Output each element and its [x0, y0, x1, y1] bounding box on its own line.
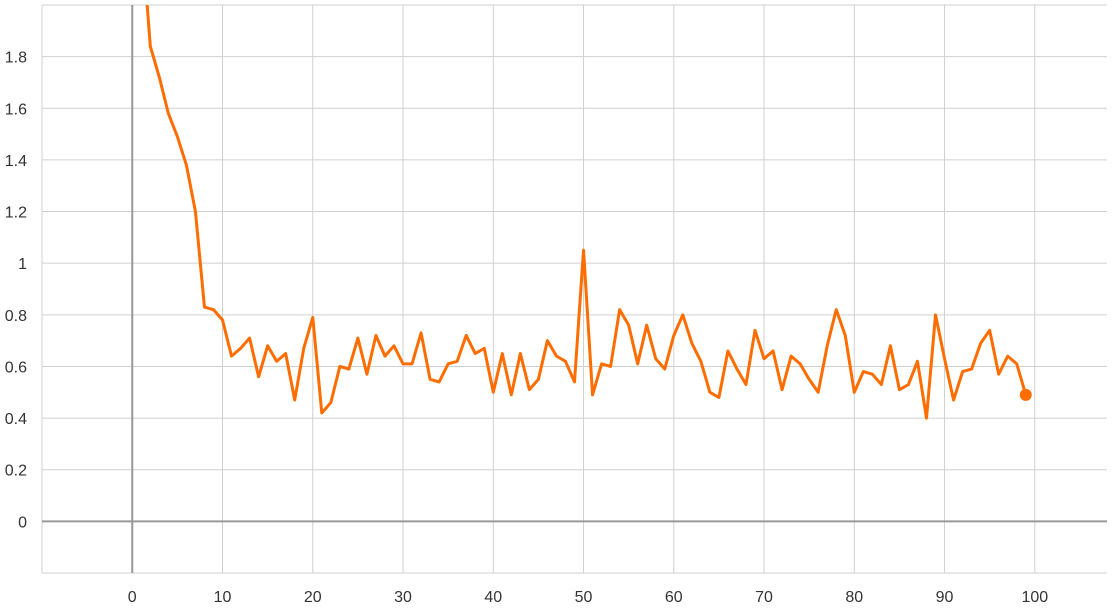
- y-tick-label: 1.2: [5, 205, 27, 222]
- x-tick-label: 30: [394, 589, 412, 606]
- y-tick-label: 0.8: [5, 308, 27, 325]
- x-tick-label: 60: [665, 589, 683, 606]
- y-tick-label: 1.6: [5, 101, 27, 118]
- x-tick-label: 10: [214, 589, 232, 606]
- y-tick-label: 1.8: [5, 50, 27, 67]
- y-tick-label: 0.6: [5, 359, 27, 376]
- series-line: [145, 5, 1028, 420]
- x-tick-label: 70: [755, 589, 773, 606]
- x-tick-label: 0: [128, 589, 137, 606]
- series-layer: [145, 5, 1032, 420]
- axes: [42, 5, 1107, 573]
- y-tick-label: 0.2: [5, 463, 27, 480]
- x-tick-label: 20: [304, 589, 322, 606]
- x-tick-label: 90: [936, 589, 954, 606]
- y-tick-label: 0: [18, 514, 27, 531]
- series-last-point: [1019, 388, 1032, 401]
- y-tick-label: 0.4: [5, 411, 27, 428]
- y-tick-label: 1.4: [5, 153, 27, 170]
- tick-labels: 0 10 20 30 40 50 60 70 80 90 100 0 0.2 0.4 0.6 0.8 1 1.2 1…: [5, 50, 1048, 606]
- x-tick-label: 40: [484, 589, 502, 606]
- x-tick-label: 80: [845, 589, 863, 606]
- x-tick-label: 50: [575, 589, 593, 606]
- x-tick-label: 100: [1021, 589, 1048, 606]
- y-tick-label: 1: [18, 256, 27, 273]
